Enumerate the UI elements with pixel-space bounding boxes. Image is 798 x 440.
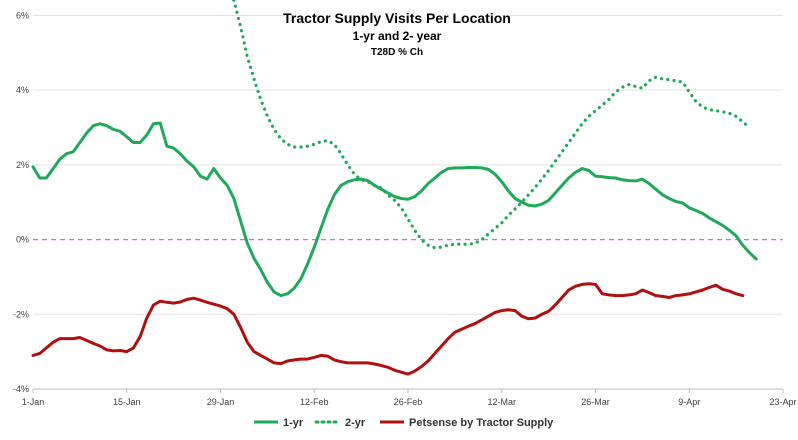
series-lines [31,0,758,376]
y-tick-label: 0% [16,235,29,245]
y-tick-label: 2% [16,160,29,170]
chart-title-block: Tractor Supply Visits Per Location 1-yr … [283,8,511,58]
series-line-2-yr [231,0,752,250]
x-tick-label: 9-Apr [678,397,700,407]
series-line-petsense-by-tractor-supply [31,282,745,376]
chart-subtitle: 1-yr and 2- year [353,29,442,43]
x-tick-label: 12-Mar [487,397,516,407]
x-tick-label: 15-Jan [113,397,141,407]
x-tick-label: 26-Mar [581,397,610,407]
gridlines [33,14,783,390]
chart-subtitle-secondary: T28D % Ch [371,47,423,58]
legend-label-1-yr: 1-yr [283,417,304,429]
x-tick-label: 1-Jan [22,397,45,407]
legend-label-petsense: Petsense by Tractor Supply [409,417,554,429]
title-background [285,8,510,56]
y-tick-label: 6% [16,10,29,20]
y-tick-label: 4% [16,85,29,95]
x-tick-label: 23-Apr [769,397,796,407]
chart-title: Tractor Supply Visits Per Location [283,10,511,26]
y-tick-label: -4% [13,384,29,394]
axes: -4% -2% 0% 2% 4% 6% 1-Jan 15-Jan 29-Jan 12-Feb 26-… [13,10,797,407]
y-tick-label: -2% [13,309,29,319]
series-line-1-yr [31,121,758,298]
x-tick-label: 12-Feb [300,397,329,407]
legend: 1-yr 2-yr Petsense by Tractor Supply [254,417,554,429]
x-tick-label: 29-Jan [207,397,235,407]
legend-label-2-yr: 2-yr [345,417,366,429]
x-tick-label: 26-Feb [394,397,423,407]
